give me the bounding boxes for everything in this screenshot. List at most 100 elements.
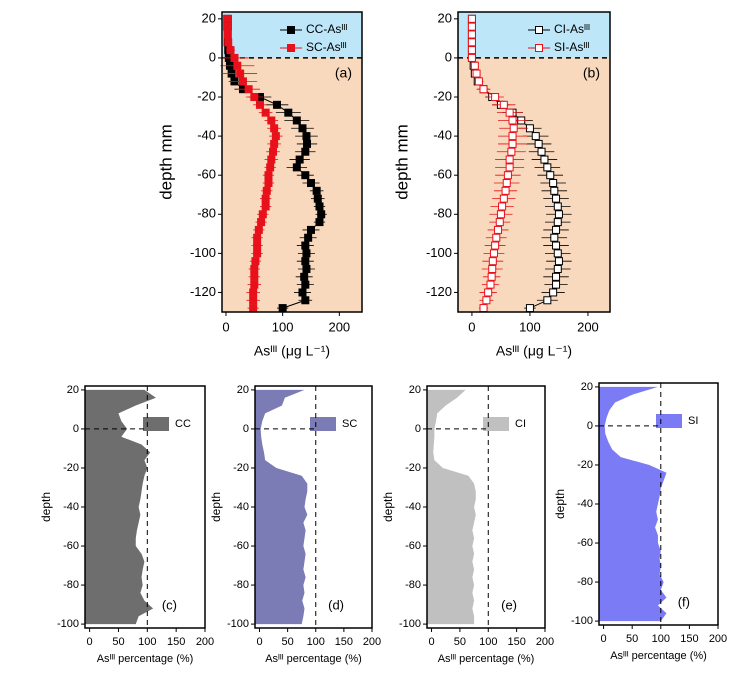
data-point bbox=[503, 171, 512, 180]
data-point bbox=[271, 132, 280, 141]
data-point bbox=[298, 124, 307, 133]
x-tick-label: 100 bbox=[479, 636, 497, 648]
data-point bbox=[267, 155, 276, 164]
data-point bbox=[501, 186, 510, 195]
data-point bbox=[312, 186, 321, 195]
panel-label: (d) bbox=[328, 597, 344, 612]
data-point bbox=[507, 147, 516, 156]
panel-label: (a) bbox=[335, 65, 352, 81]
data-point bbox=[553, 265, 562, 274]
data-point bbox=[261, 194, 270, 203]
area bbox=[427, 389, 476, 625]
y-tick-label: -40 bbox=[433, 128, 452, 143]
data-point bbox=[226, 46, 235, 55]
water-zone bbox=[458, 12, 610, 58]
x-tick-label: 0 bbox=[87, 636, 93, 648]
data-point bbox=[554, 257, 563, 266]
panel-label: (b) bbox=[583, 65, 600, 81]
data-point bbox=[492, 233, 501, 242]
data-point bbox=[549, 179, 558, 188]
legend-label: CC bbox=[175, 418, 191, 430]
y-axis-label: depth bbox=[39, 492, 53, 522]
data-point bbox=[236, 69, 245, 78]
data-point bbox=[298, 288, 307, 297]
data-point bbox=[553, 249, 562, 258]
data-point bbox=[244, 85, 253, 94]
panel-label: (e) bbox=[501, 597, 517, 612]
x-tick-label: 100 bbox=[519, 319, 541, 334]
data-point bbox=[508, 132, 517, 141]
y-tick-label: -100 bbox=[227, 618, 249, 630]
data-point bbox=[249, 304, 258, 313]
data-point bbox=[270, 139, 279, 148]
data-point bbox=[262, 186, 271, 195]
data-point bbox=[261, 108, 270, 117]
data-point bbox=[508, 139, 517, 148]
y-tick-label: -60 bbox=[233, 540, 249, 552]
data-point bbox=[303, 139, 312, 148]
data-point bbox=[502, 179, 511, 188]
data-point bbox=[543, 163, 552, 172]
y-tick-label: -20 bbox=[63, 462, 79, 474]
data-point bbox=[537, 147, 546, 156]
y-tick-label: -60 bbox=[197, 167, 216, 182]
data-point bbox=[550, 233, 559, 242]
data-point bbox=[467, 22, 476, 31]
x-tick-label: 0 bbox=[601, 633, 607, 645]
x-tick-label: 200 bbox=[363, 636, 381, 648]
data-point bbox=[467, 46, 476, 55]
x-tick-label: 150 bbox=[335, 636, 353, 648]
data-point bbox=[306, 225, 315, 234]
y-tick-label: -100 bbox=[426, 245, 452, 260]
data-point bbox=[258, 210, 267, 219]
data-point bbox=[499, 194, 508, 203]
data-point bbox=[292, 116, 301, 125]
data-point bbox=[266, 163, 275, 172]
data-point bbox=[552, 225, 561, 234]
data-point bbox=[302, 132, 311, 141]
panel: CC(c)0 50 100 150 200200-20-40-60-80-100Asᴵᴵ… bbox=[39, 384, 214, 665]
data-point bbox=[300, 272, 309, 281]
data-point bbox=[553, 218, 562, 227]
x-tick-label: 0 bbox=[256, 636, 262, 648]
data-point bbox=[496, 210, 505, 219]
legend-swatch bbox=[143, 417, 169, 431]
data-point bbox=[470, 61, 479, 70]
y-tick-label: -40 bbox=[233, 501, 249, 513]
y-tick-label: 20 bbox=[581, 381, 593, 393]
data-point bbox=[472, 69, 481, 78]
legend-label: SI bbox=[688, 415, 698, 427]
data-point bbox=[301, 280, 310, 289]
data-point bbox=[482, 296, 491, 305]
data-point bbox=[540, 155, 549, 164]
plot-frame bbox=[457, 11, 611, 313]
data-point bbox=[486, 280, 495, 289]
data-point bbox=[295, 155, 304, 164]
data-point bbox=[488, 257, 497, 266]
y-tick-label: 0 bbox=[587, 420, 593, 432]
data-point bbox=[315, 218, 324, 227]
y-tick-label: 20 bbox=[409, 384, 421, 396]
legend-label: CI bbox=[515, 418, 526, 430]
legend-label: SI-Asᴵᴵᴵ bbox=[554, 40, 589, 54]
x-axis-label: Asᴵᴵᴵ (μg L⁻¹) bbox=[496, 343, 572, 359]
legend-label: SC-Asᴵᴵᴵ bbox=[306, 40, 347, 54]
data-point bbox=[269, 147, 278, 156]
legend-marker bbox=[535, 26, 543, 34]
y-tick-label: -100 bbox=[57, 618, 79, 630]
data-point bbox=[302, 249, 311, 258]
data-point bbox=[552, 272, 561, 281]
x-axis-label: Asᴵᴵᴵ percentage (%) bbox=[610, 650, 707, 662]
y-tick-label: -80 bbox=[433, 206, 452, 221]
data-point bbox=[301, 241, 310, 250]
plot-frame bbox=[221, 11, 363, 313]
x-tick-label: 100 bbox=[652, 633, 670, 645]
data-point bbox=[250, 280, 259, 289]
data-point bbox=[249, 288, 258, 297]
area bbox=[255, 389, 308, 625]
y-tick-label: 0 bbox=[243, 423, 249, 435]
y-tick-label: -120 bbox=[426, 284, 452, 299]
panel-label: (f) bbox=[678, 594, 690, 609]
